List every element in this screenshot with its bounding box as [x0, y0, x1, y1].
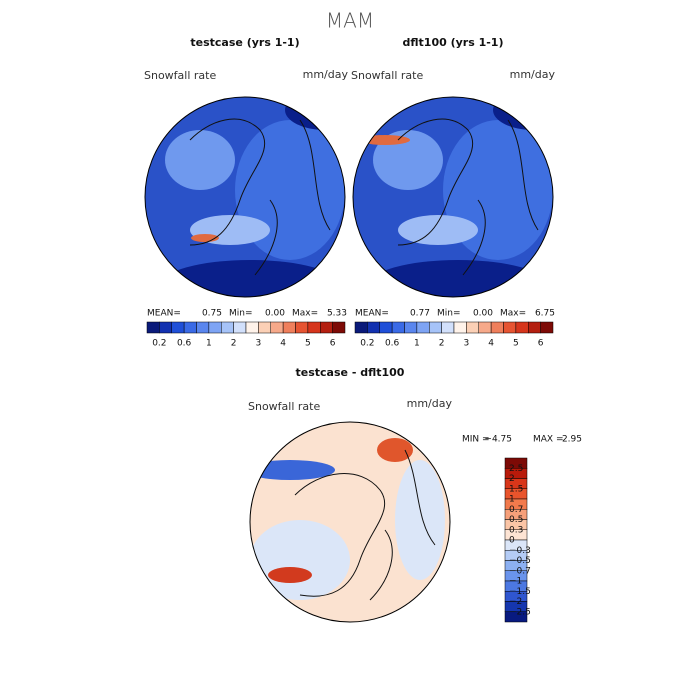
- stat-label: Max=: [500, 309, 526, 319]
- panel-units: mm/day: [407, 397, 453, 410]
- stat-value: 0.00: [473, 309, 493, 319]
- panel-title: testcase - dflt100: [296, 366, 405, 379]
- colorbar-label: 0.5: [509, 515, 523, 525]
- map-border: [249, 421, 451, 623]
- colorbar-box: [320, 321, 333, 334]
- colorbar-label: 4: [280, 339, 286, 349]
- colorbar-box: [416, 321, 430, 334]
- colorbar-label: 2.5: [509, 464, 523, 474]
- colorbar-label: −0.3: [509, 546, 531, 556]
- panel-variable: Snowfall rate: [144, 69, 216, 82]
- stat-value: 0.77: [410, 309, 430, 319]
- colorbar-label: 1: [414, 339, 420, 349]
- map: [353, 97, 553, 297]
- colorbar-label: 6: [330, 339, 336, 349]
- stat-value: 5.33: [327, 309, 347, 319]
- colorbar-box: [379, 321, 393, 334]
- stat-value: 2.95: [562, 435, 582, 445]
- colorbar-label: 5: [305, 339, 311, 349]
- colorbar-label: −1: [509, 577, 522, 587]
- colorbar-box: [183, 321, 197, 334]
- panel-title: dflt100 (yrs 1-1): [403, 36, 504, 49]
- stat-value: −4.75: [484, 435, 512, 445]
- colorbar-label: −0.5: [509, 556, 531, 566]
- colorbar-label: 0.2: [152, 339, 166, 349]
- colorbar-box: [146, 321, 160, 334]
- stat-value: 6.75: [535, 309, 555, 319]
- colorbar-box: [258, 321, 271, 334]
- stat-label: MEAN=: [147, 309, 181, 319]
- map: [145, 97, 345, 297]
- colorbar-label: 3: [256, 339, 262, 349]
- colorbar-box: [282, 321, 296, 334]
- colorbar-label: 3: [464, 339, 470, 349]
- panel-units: mm/day: [303, 68, 349, 81]
- stat-label: MIN =: [462, 435, 490, 445]
- colorbar-label: 2: [439, 339, 445, 349]
- colorbar-label: 1: [509, 495, 515, 505]
- colorbar-box: [540, 321, 554, 334]
- stat-value: 0.00: [265, 309, 285, 319]
- colorbar-box: [159, 321, 172, 334]
- colorbar-box: [490, 321, 504, 334]
- colorbar-box: [453, 321, 467, 334]
- colorbar-label: 2: [509, 474, 515, 484]
- colorbar-box: [221, 321, 234, 334]
- stat-label: Min=: [437, 309, 461, 319]
- map-border: [352, 96, 554, 298]
- colorbar-box: [196, 321, 210, 334]
- colorbar-box: [466, 321, 479, 334]
- colorbar-box: [307, 321, 321, 334]
- colorbar-label: 5: [513, 339, 519, 349]
- figure-title: MAM: [326, 9, 374, 33]
- colorbar-box: [245, 321, 259, 334]
- panel-variable: Snowfall rate: [248, 400, 320, 413]
- colorbar-box: [478, 321, 492, 334]
- colorbar-label: 2: [231, 339, 237, 349]
- colorbar-box: [528, 321, 541, 334]
- colorbar-label: −0.7: [509, 566, 531, 576]
- stat-value: 0.75: [202, 309, 222, 319]
- colorbar-label: 0: [509, 536, 515, 546]
- colorbar-label: 0.7: [509, 505, 523, 515]
- colorbar-label: 0.6: [177, 339, 192, 349]
- colorbar-box: [270, 321, 284, 334]
- stat-label: Min=: [229, 309, 253, 319]
- colorbar-box: [429, 321, 442, 334]
- panel-units: mm/day: [510, 68, 556, 81]
- colorbar-box: [367, 321, 380, 334]
- colorbar-box: [354, 321, 368, 334]
- colorbar-label: 1: [206, 339, 212, 349]
- colorbar-label: 4: [488, 339, 494, 349]
- colorbar-box: [515, 321, 529, 334]
- stat-label: Max=: [292, 309, 318, 319]
- stat-label: MEAN=: [355, 309, 389, 319]
- colorbar-box: [295, 321, 309, 334]
- panel-title: testcase (yrs 1-1): [190, 36, 299, 49]
- colorbar-label: 6: [538, 339, 544, 349]
- colorbar-label: −2.5: [509, 607, 531, 617]
- colorbar-box: [391, 321, 405, 334]
- colorbar-label: 1.5: [509, 484, 523, 494]
- colorbar-box: [233, 321, 247, 334]
- colorbar-box: [504, 611, 528, 623]
- map: [250, 422, 450, 622]
- colorbar-box: [332, 321, 346, 334]
- colorbar-box: [208, 321, 222, 334]
- panel-variable: Snowfall rate: [351, 69, 423, 82]
- stat-label: MAX =: [533, 435, 564, 445]
- colorbar-label: 0.2: [360, 339, 374, 349]
- colorbar-label: 0.6: [385, 339, 400, 349]
- colorbar-box: [171, 321, 185, 334]
- map-border: [144, 96, 346, 298]
- colorbar-box: [503, 321, 517, 334]
- colorbar-box: [404, 321, 418, 334]
- colorbar-label: 0.3: [509, 525, 523, 535]
- colorbar-label: −2: [509, 597, 522, 607]
- colorbar-box: [441, 321, 455, 334]
- colorbar-label: −1.5: [509, 587, 531, 597]
